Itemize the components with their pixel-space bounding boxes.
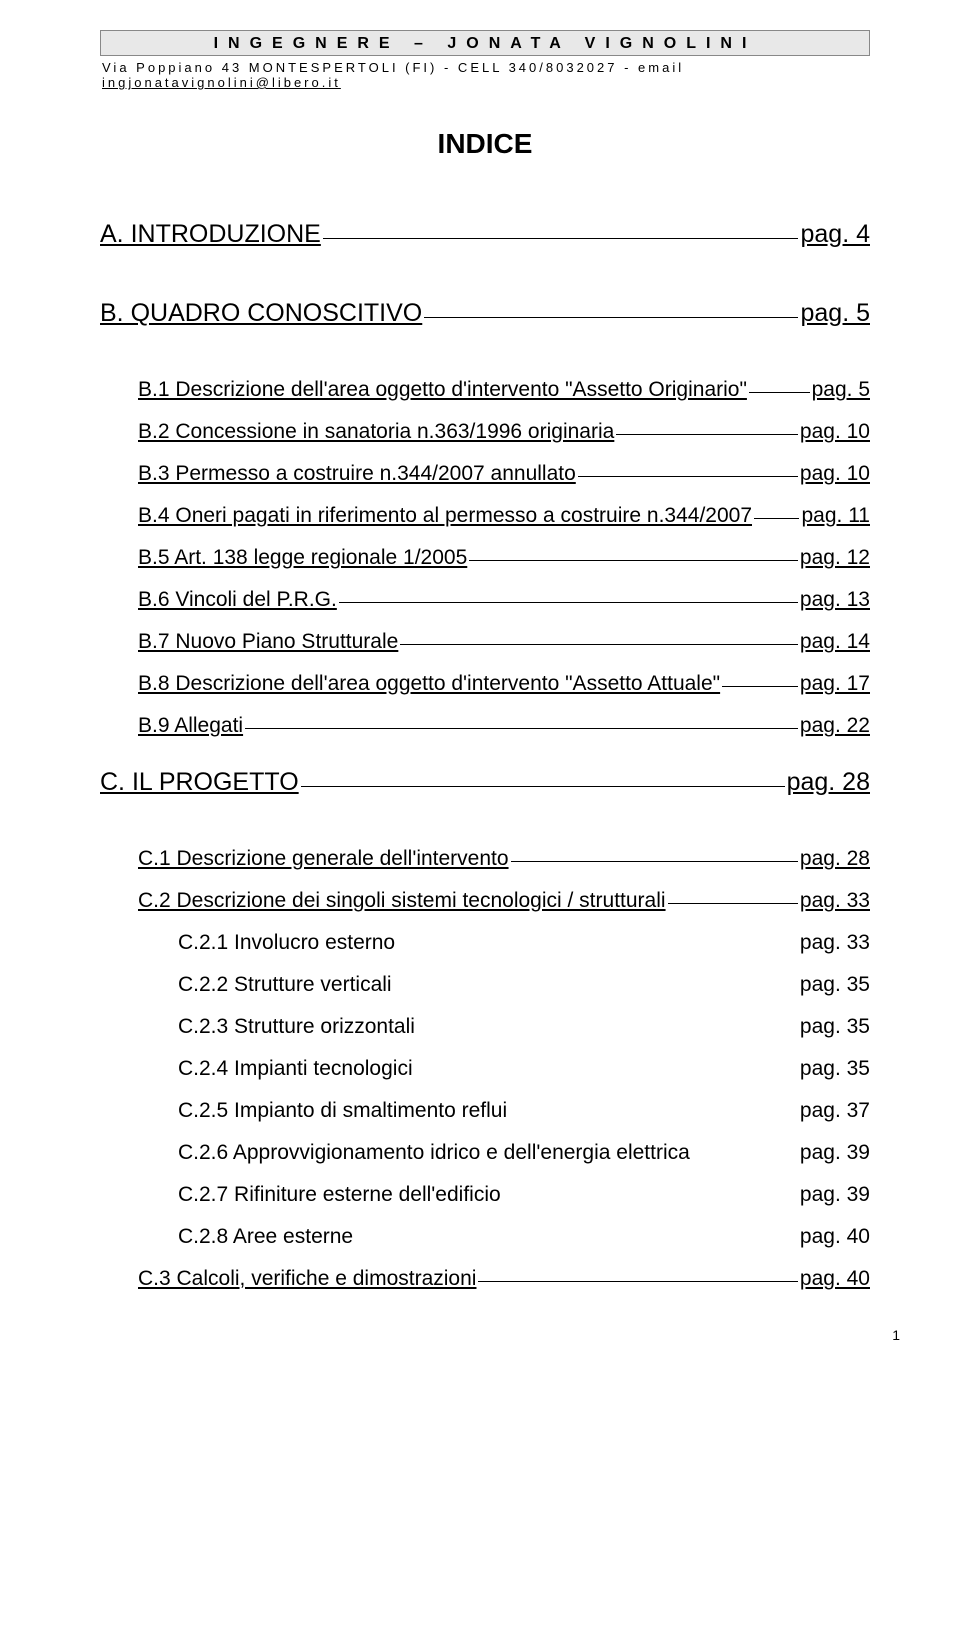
- toc-item-row: C.2 Descrizione dei singoli sistemi tecn…: [100, 889, 870, 913]
- toc-item-page: pag. 33: [800, 931, 870, 955]
- toc-item-label: C.2.4 Impianti tecnologici: [178, 1057, 413, 1081]
- toc-item-label: B.7 Nuovo Piano Strutturale: [138, 630, 398, 654]
- toc-item-label: B.3 Permesso a costruire n.344/2007 annu…: [138, 462, 576, 486]
- toc-item-row: B.1 Descrizione dell'area oggetto d'inte…: [100, 378, 870, 402]
- toc-item-page: pag. 35: [800, 1057, 870, 1081]
- toc-fill: [578, 476, 798, 477]
- toc-item-page: pag. 40: [800, 1267, 870, 1291]
- toc-section-label: B. QUADRO CONOSCITIVO: [100, 299, 422, 328]
- toc-item-page: pag. 35: [800, 973, 870, 997]
- toc-item-page: pag. 39: [800, 1183, 870, 1207]
- toc-item-page: pag. 39: [800, 1141, 870, 1165]
- toc-section-page: pag. 4: [800, 220, 870, 249]
- toc-item-page: pag. 28: [800, 847, 870, 871]
- toc-item-label: B.6 Vincoli del P.R.G.: [138, 588, 337, 612]
- toc-item-label: C.2.3 Strutture orizzontali: [178, 1015, 415, 1039]
- toc-item-row: C.2.3 Strutture orizzontali pag. 35: [100, 1015, 870, 1039]
- toc-item-row: B.4 Oneri pagati in riferimento al perme…: [100, 504, 870, 528]
- toc-item-page: pag. 37: [800, 1099, 870, 1123]
- toc-item-page: pag. 40: [800, 1225, 870, 1249]
- toc-section-row: B. QUADRO CONOSCITIVO pag. 5: [100, 299, 870, 328]
- toc-item-page: pag. 33: [800, 889, 870, 913]
- toc-item-row: B.8 Descrizione dell'area oggetto d'inte…: [100, 672, 870, 696]
- toc-item-page: pag. 11: [801, 504, 870, 528]
- toc-item-page: pag. 5: [812, 378, 870, 402]
- toc-item-row: C.2.6 Approvvigionamento idrico e dell'e…: [100, 1141, 870, 1165]
- toc-item-label: C.2.5 Impianto di smaltimento reflui: [178, 1099, 507, 1123]
- toc-fill: [511, 861, 798, 862]
- toc-fill: [616, 434, 798, 435]
- toc-item-row: C.1 Descrizione generale dell'intervento…: [100, 847, 870, 871]
- toc-item-label: C.1 Descrizione generale dell'intervento: [138, 847, 509, 871]
- toc-item-row: B.3 Permesso a costruire n.344/2007 annu…: [100, 462, 870, 486]
- toc-item-label: C.2.1 Involucro esterno: [178, 931, 395, 955]
- header-subline: Via Poppiano 43 MONTESPERTOLI (FI) - CEL…: [100, 60, 870, 90]
- toc-fill: [301, 786, 785, 787]
- toc-item-row: C.2.7 Rifiniture esterne dell'edificio pa…: [100, 1183, 870, 1207]
- toc-fill: [323, 238, 799, 239]
- toc-item-label: C.2 Descrizione dei singoli sistemi tecn…: [138, 889, 666, 913]
- toc-item-label: B.8 Descrizione dell'area oggetto d'inte…: [138, 672, 720, 696]
- toc-item-page: pag. 17: [800, 672, 870, 696]
- toc-item-label: B.4 Oneri pagati in riferimento al perme…: [138, 504, 752, 528]
- toc-item-row: B.5 Art. 138 legge regionale 1/2005 pag. …: [100, 546, 870, 570]
- toc-fill: [469, 560, 798, 561]
- table-of-contents: A. INTRODUZIONE pag. 4 B. QUADRO CONOSCITI…: [100, 220, 870, 1291]
- toc-item-row: B.7 Nuovo Piano Strutturale pag. 14: [100, 630, 870, 654]
- indice-heading: INDICE: [100, 128, 870, 160]
- toc-item-row: B.9 Allegati pag. 22: [100, 714, 870, 738]
- toc-item-row: C.3 Calcoli, verifiche e dimostrazioni pa…: [100, 1267, 870, 1291]
- toc-section-page: pag. 28: [787, 768, 870, 797]
- toc-item-page: pag. 10: [800, 462, 870, 486]
- toc-item-page: pag. 22: [800, 714, 870, 738]
- toc-fill: [424, 317, 798, 318]
- toc-item-page: pag. 12: [800, 546, 870, 570]
- toc-section-row: A. INTRODUZIONE pag. 4: [100, 220, 870, 249]
- toc-item-label: B.2 Concessione in sanatoria n.363/1996 …: [138, 420, 614, 444]
- toc-item-row: C.2.5 Impianto di smaltimento reflui pag.…: [100, 1099, 870, 1123]
- toc-item-page: pag. 13: [800, 588, 870, 612]
- toc-item-label: C.2.7 Rifiniture esterne dell'edificio: [178, 1183, 501, 1207]
- toc-item-row: C.2.2 Strutture verticali pag. 35: [100, 973, 870, 997]
- toc-fill: [754, 518, 799, 519]
- toc-item-label: C.3 Calcoli, verifiche e dimostrazioni: [138, 1267, 476, 1291]
- toc-section-row: C. IL PROGETTO pag. 28: [100, 768, 870, 797]
- toc-item-row: C.2.8 Aree esterne pag. 40: [100, 1225, 870, 1249]
- toc-fill: [749, 392, 810, 393]
- toc-fill: [400, 644, 798, 645]
- toc-item-row: B.2 Concessione in sanatoria n.363/1996 …: [100, 420, 870, 444]
- toc-item-row: C.2.1 Involucro esterno pag. 33: [100, 931, 870, 955]
- header-address: Via Poppiano 43 MONTESPERTOLI (FI) - CEL…: [102, 60, 684, 75]
- header-title-box: INGEGNERE – JONATA VIGNOLINI: [100, 30, 870, 56]
- toc-fill: [339, 602, 798, 603]
- toc-fill: [478, 1281, 797, 1282]
- toc-item-page: pag. 35: [800, 1015, 870, 1039]
- toc-item-label: C.2.8 Aree esterne: [178, 1225, 353, 1249]
- toc-item-row: B.6 Vincoli del P.R.G. pag. 13: [100, 588, 870, 612]
- toc-section-label: A. INTRODUZIONE: [100, 220, 321, 249]
- document-page: INGEGNERE – JONATA VIGNOLINI Via Poppian…: [0, 0, 960, 1349]
- header-title: INGEGNERE – JONATA VIGNOLINI: [214, 35, 757, 52]
- toc-item-page: pag. 10: [800, 420, 870, 444]
- toc-item-page: pag. 14: [800, 630, 870, 654]
- header-email: ingjonatavignolini@libero.it: [102, 75, 341, 90]
- toc-item-label: B.5 Art. 138 legge regionale 1/2005: [138, 546, 467, 570]
- page-number: 1: [892, 1327, 900, 1343]
- toc-item-label: C.2.2 Strutture verticali: [178, 973, 392, 997]
- toc-item-label: B.9 Allegati: [138, 714, 243, 738]
- toc-fill: [722, 686, 798, 687]
- toc-item-row: C.2.4 Impianti tecnologici pag. 35: [100, 1057, 870, 1081]
- toc-fill: [245, 728, 798, 729]
- toc-section-label: C. IL PROGETTO: [100, 768, 299, 797]
- toc-fill: [668, 903, 798, 904]
- toc-item-label: B.1 Descrizione dell'area oggetto d'inte…: [138, 378, 747, 402]
- toc-section-page: pag. 5: [800, 299, 870, 328]
- toc-item-label: C.2.6 Approvvigionamento idrico e dell'e…: [178, 1141, 690, 1165]
